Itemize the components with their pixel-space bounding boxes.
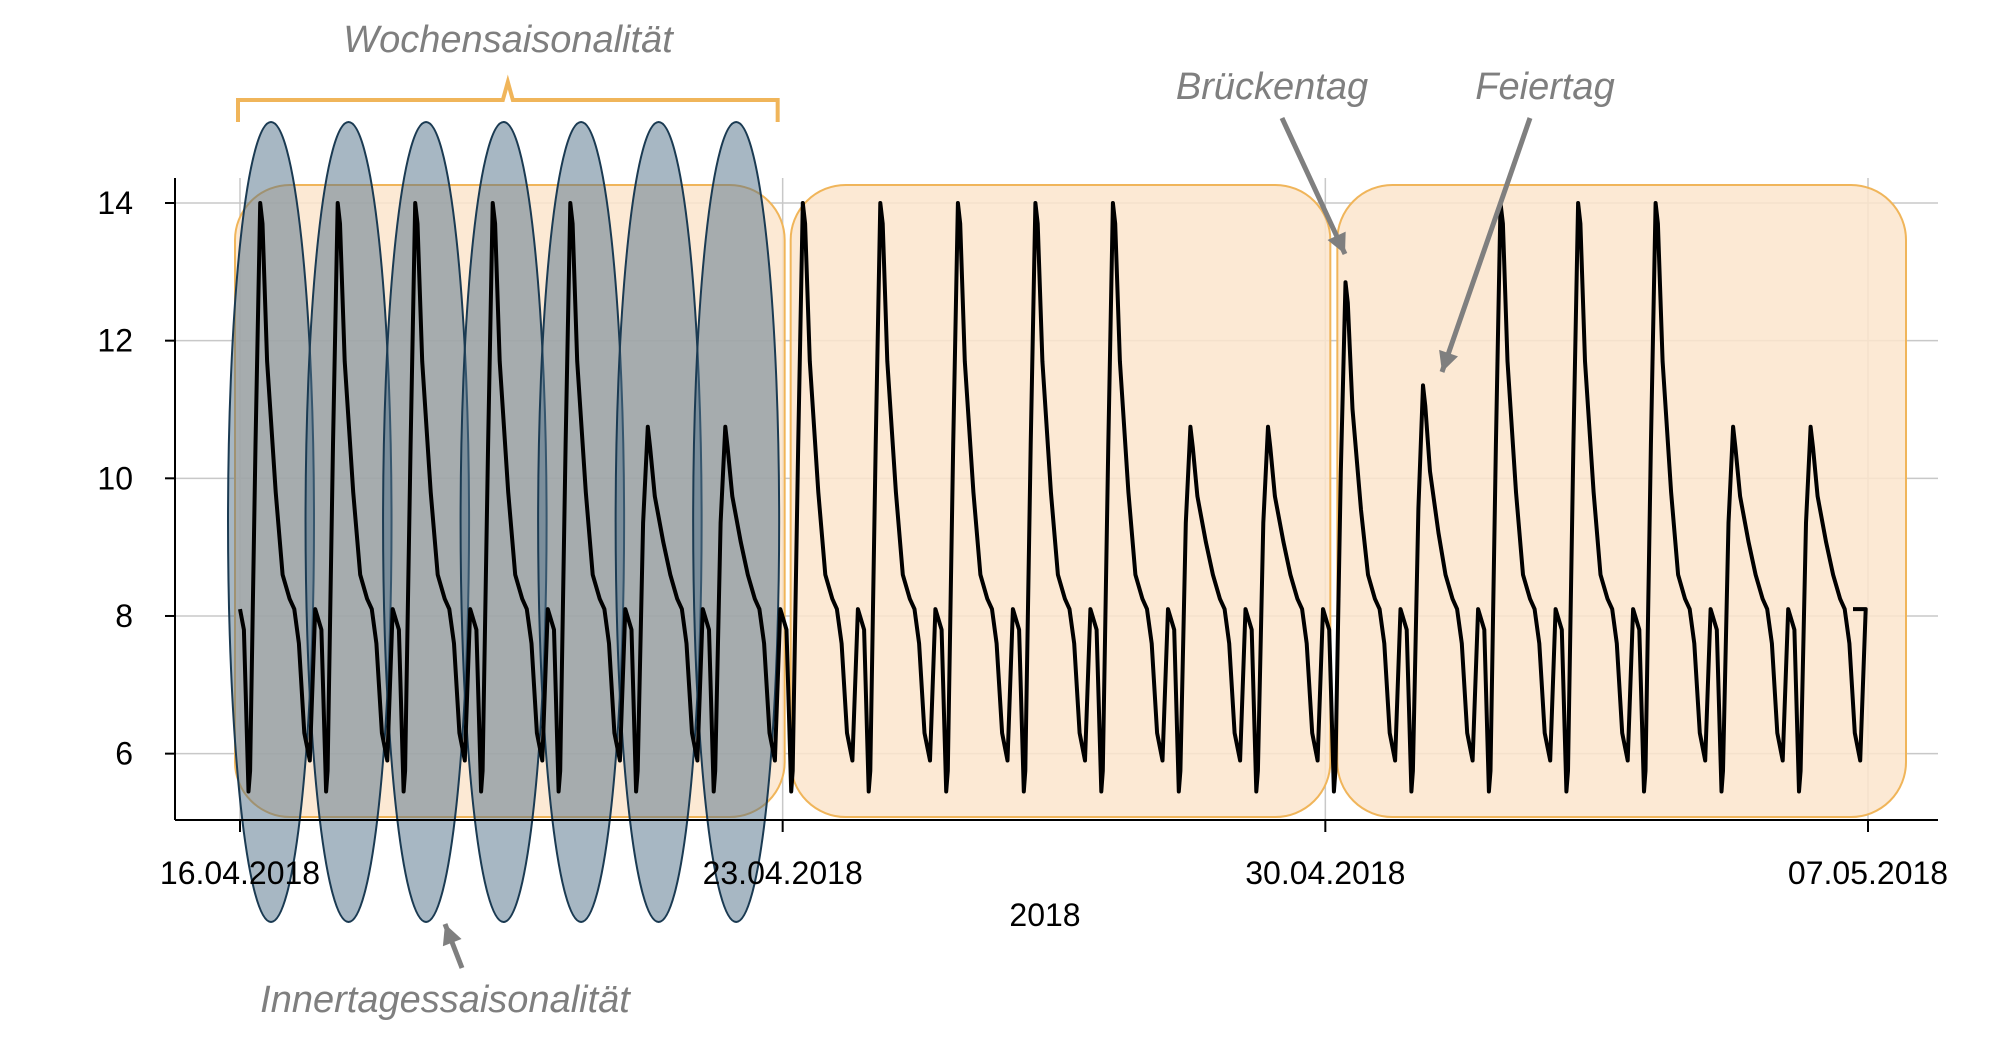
daily-peak-point <box>1111 202 1114 204</box>
day-ellipse <box>459 121 548 923</box>
daily-peak-point <box>569 202 572 204</box>
week-highlight-box <box>1336 184 1908 818</box>
y-tick-label: 10 <box>97 460 133 496</box>
daily-peak-point <box>1732 425 1735 428</box>
bridge-day-label: Brückentag <box>1176 66 1368 108</box>
x-tick-label: 30.04.2018 <box>1245 855 1405 891</box>
series-line <box>238 201 1868 794</box>
x-axis-title: 2018 <box>1009 897 1080 933</box>
day-ellipse <box>304 121 393 923</box>
daily-peak-point <box>491 202 494 204</box>
daily-season-ellipses <box>227 121 781 923</box>
day-ellipse <box>227 121 316 923</box>
daily-peak-point <box>646 425 649 428</box>
holiday-arrow <box>1439 117 1533 373</box>
daily-peak-point <box>1344 281 1347 284</box>
intraday-seasonality-label: Innertagessaisonalität <box>260 979 631 1021</box>
daily-peak-point <box>1266 425 1269 428</box>
x-tick-label: 07.05.2018 <box>1788 855 1948 891</box>
arrow-shaft <box>1439 117 1533 373</box>
series-line-layer <box>238 201 1868 794</box>
daily-peak-point <box>1422 384 1425 387</box>
daily-peak-point <box>1809 425 1812 428</box>
day-ellipse <box>537 121 626 923</box>
daily-peak-point <box>1654 202 1657 204</box>
intraday-arrow <box>442 923 465 969</box>
y-tick-label: 14 <box>97 185 133 221</box>
bridge-day-arrow <box>1279 116 1348 256</box>
daily-peak-point <box>1034 202 1037 204</box>
weekly-seasonality-label: Wochensaisonalität <box>343 19 674 61</box>
annotations: Wochensaisonalität Innertagessaisonalitä… <box>236 19 1615 1021</box>
weekly-bracket <box>236 74 780 122</box>
y-tick-label: 6 <box>115 736 133 772</box>
axes: 6 8 10 12 14 16.04.2018 23.04.2018 30.04.2018 07… <box>97 178 1948 891</box>
arrow-head <box>1439 349 1458 372</box>
daily-peak-point <box>801 202 804 204</box>
y-tick-label: 12 <box>97 323 133 359</box>
daily-peak-point <box>1577 202 1580 204</box>
daily-peak-point <box>879 202 882 204</box>
daily-peak-point <box>259 202 262 204</box>
y-tick-label: 8 <box>115 598 133 634</box>
x-tick-label: 16.04.2018 <box>160 855 320 891</box>
daily-peak-point <box>336 202 339 204</box>
daily-peak-point <box>414 202 417 204</box>
arrow-head <box>1327 231 1346 254</box>
holiday-label: Feiertag <box>1475 66 1614 108</box>
daily-peak-point <box>724 425 727 428</box>
daily-peak-point <box>956 202 959 204</box>
week-highlight-box <box>789 184 1332 818</box>
x-tick-label: 23.04.2018 <box>703 855 863 891</box>
daily-peak-point <box>1189 425 1192 428</box>
arrow-head <box>442 924 462 947</box>
day-ellipse <box>382 121 471 923</box>
arrow-shaft <box>1279 116 1348 256</box>
